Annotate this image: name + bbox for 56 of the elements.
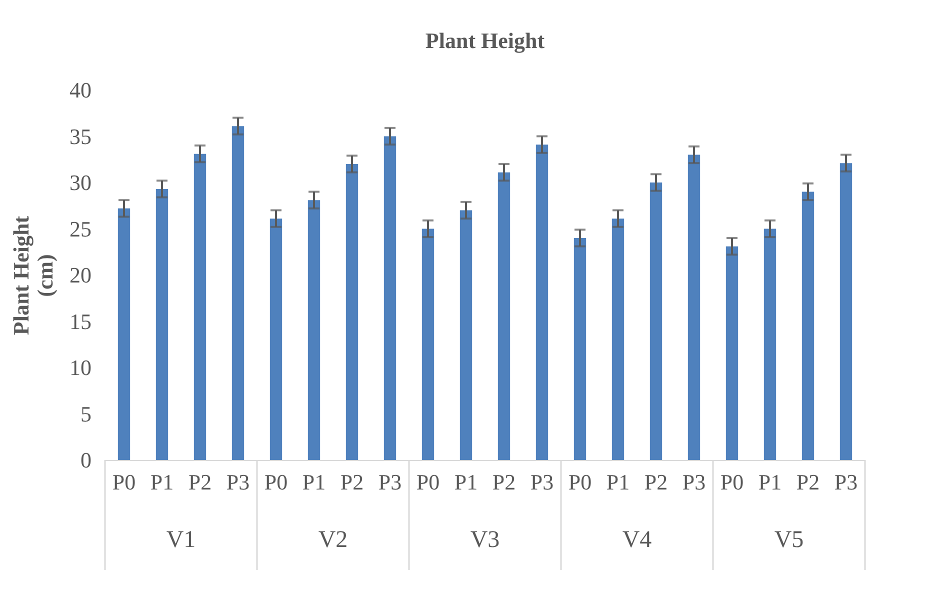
bar (612, 218, 624, 460)
text: V1 (166, 527, 196, 553)
x-tick-label: P1 (150, 470, 174, 494)
x-tick-label: P2 (340, 470, 364, 494)
x-tick-label: P0 (112, 470, 136, 494)
x-tick-label: P3 (226, 470, 250, 494)
y-axis-title: Plant Height (cm) (8, 215, 58, 336)
y-tick-label: 10 (70, 355, 92, 380)
y-tick-label: 25 (70, 216, 92, 242)
bar (460, 210, 472, 460)
x-tick-label: P1 (606, 470, 630, 494)
text: V2 (318, 527, 348, 553)
y-tick-label: 15 (70, 308, 92, 334)
bar (194, 154, 206, 460)
y-tick-label: 0 (80, 448, 92, 472)
bar (498, 172, 510, 460)
x-tick-label: P3 (834, 470, 858, 494)
x-tick-label: P1 (302, 470, 326, 494)
bar (764, 228, 776, 460)
bar (270, 218, 282, 460)
x-tick-label: P0 (720, 470, 744, 494)
text: V3 (470, 527, 500, 553)
bar (118, 208, 130, 460)
text: V5 (774, 527, 804, 553)
bar (650, 182, 662, 460)
x-tick-label: P2 (644, 470, 668, 494)
x-tick-label: P1 (758, 470, 782, 494)
bar (726, 246, 738, 460)
y-tick-label: 20 (70, 262, 92, 288)
bar (536, 144, 548, 460)
y-tick-label: 35 (70, 124, 92, 149)
y-tick-label: 40 (70, 78, 92, 102)
bar (308, 200, 320, 460)
bar (688, 154, 700, 460)
bar (232, 126, 244, 460)
x-tick-label: P2 (796, 470, 820, 494)
y-tick-label: 5 (80, 401, 92, 426)
bar (840, 163, 852, 460)
x-tick-label: P2 (188, 470, 212, 494)
x-tick-label: P1 (454, 470, 478, 494)
bar (574, 238, 586, 460)
bar (156, 188, 168, 460)
chart-title: Plant Height (425, 28, 546, 53)
bar (384, 136, 396, 460)
bar (422, 228, 434, 460)
y-tick-label: 30 (70, 170, 92, 195)
x-tick-label: P0 (264, 470, 288, 494)
text: V4 (622, 527, 652, 553)
x-tick-label: P3 (378, 470, 402, 494)
x-tick-label: P3 (530, 470, 554, 494)
bar (802, 192, 814, 460)
x-tick-label: P0 (568, 470, 592, 494)
x-tick-label: P3 (682, 470, 706, 494)
x-tick-label: P0 (416, 470, 440, 494)
bar (346, 164, 358, 460)
x-tick-label: P2 (492, 470, 516, 494)
